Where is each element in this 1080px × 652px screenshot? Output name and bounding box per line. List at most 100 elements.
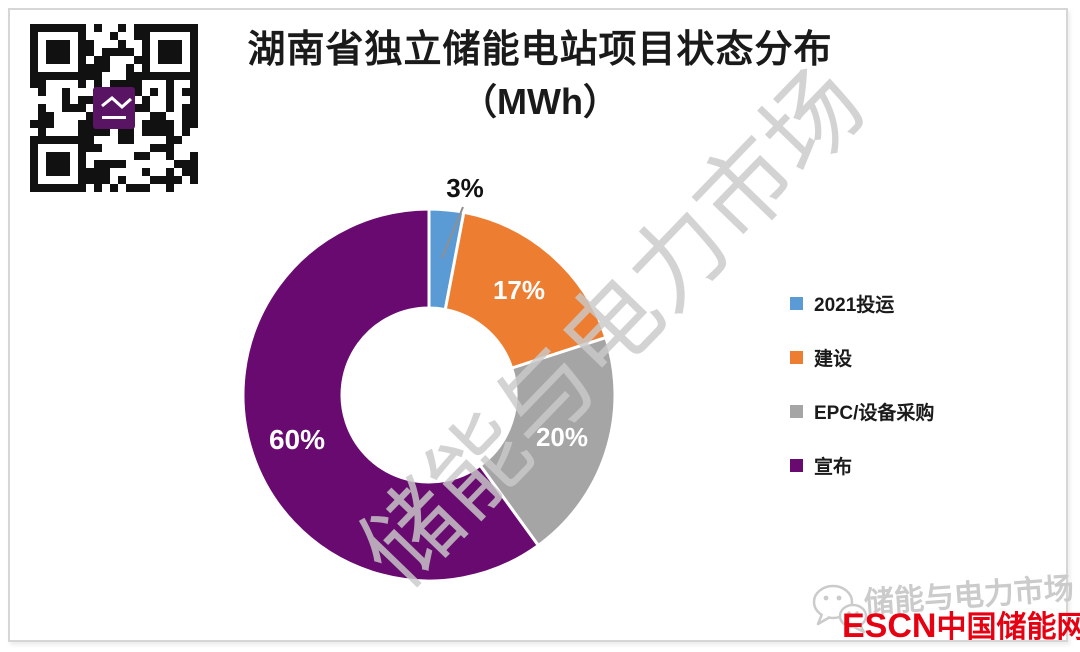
qr-module: [118, 80, 126, 88]
qr-module: [94, 168, 102, 176]
qr-module: [158, 112, 166, 120]
qr-module: [118, 128, 126, 136]
qr-module: [126, 72, 134, 80]
qr-module: [126, 64, 134, 72]
leader-line: [441, 206, 464, 259]
qr-module: [110, 32, 118, 40]
qr-module: [150, 88, 158, 96]
qr-module: [110, 48, 118, 56]
qr-module: [174, 160, 182, 168]
qr-module: [118, 40, 126, 48]
qr-module: [38, 88, 46, 96]
qr-module: [166, 88, 174, 96]
qr-module: [190, 168, 198, 176]
legend-item-announced: 宣布: [790, 452, 934, 479]
wechat-icon: [812, 584, 868, 634]
qr-module: [134, 152, 142, 160]
qr-module: [46, 120, 54, 128]
qr-module: [190, 80, 198, 88]
qr-module: [86, 136, 94, 144]
donut-slices: [241, 207, 617, 583]
qr-module: [190, 160, 198, 168]
qr-module: [182, 160, 190, 168]
slice-label-announced: 60%: [268, 424, 326, 455]
qr-module: [118, 136, 126, 144]
qr-module: [166, 96, 174, 104]
qr-module: [190, 96, 198, 104]
donut-slice-2: [478, 336, 617, 547]
qr-module: [190, 152, 198, 160]
qr-module: [174, 176, 182, 184]
qr-module: [142, 96, 150, 104]
qr-module: [94, 184, 102, 192]
qr-module: [78, 120, 86, 128]
qr-module: [182, 168, 190, 176]
qr-module: [86, 64, 94, 72]
qr-module: [134, 32, 142, 40]
qr-module: [126, 128, 134, 136]
qr-module: [78, 96, 86, 104]
qr-module: [86, 168, 94, 176]
qr-module: [158, 128, 166, 136]
qr-module: [182, 112, 190, 120]
qr-module: [62, 96, 70, 104]
qr-module: [134, 72, 142, 80]
qr-module: [150, 128, 158, 136]
qr-module: [142, 152, 150, 160]
qr-module: [38, 80, 46, 88]
qr-module: [62, 104, 70, 112]
qr-module: [38, 112, 46, 120]
legend-item-2021: 2021投运: [790, 290, 934, 317]
qr-module: [134, 88, 142, 96]
qr-module: [134, 80, 142, 88]
legend-label: 2021投运: [814, 295, 895, 316]
qr-module: [62, 88, 70, 96]
qr-module: [166, 176, 174, 184]
brand-site-text: 中国储能网: [936, 611, 1080, 644]
qr-module: [110, 80, 118, 88]
qr-module: [86, 72, 94, 80]
qr-module: [182, 120, 190, 128]
qr-module: [70, 104, 78, 112]
qr-module: [126, 80, 134, 88]
qr-module: [46, 152, 70, 176]
qr-module: [118, 176, 126, 184]
qr-module: [166, 168, 174, 176]
qr-module: [166, 104, 174, 112]
qr-module: [118, 160, 126, 168]
qr-module: [158, 40, 182, 64]
donut-slice-1: [443, 210, 608, 370]
qr-logo-mark: [101, 96, 132, 110]
qr-module: [190, 112, 198, 120]
qr-module: [102, 48, 110, 56]
qr-module: [166, 136, 174, 144]
qr-module: [78, 104, 86, 112]
qr-module: [78, 128, 86, 136]
qr-module: [102, 128, 110, 136]
qr-module: [86, 48, 94, 56]
qr-module: [78, 80, 86, 88]
qr-module: [134, 104, 142, 112]
qr-module: [94, 128, 102, 136]
qr-module: [86, 144, 94, 152]
qr-module: [46, 40, 70, 64]
qr-module: [94, 72, 102, 80]
brand-logo: ESCN 中国储能网: [842, 602, 1080, 646]
qr-module: [166, 120, 174, 128]
qr-module: [150, 120, 158, 128]
qr-module: [174, 136, 182, 144]
slice-label-epc: 20%: [535, 422, 589, 452]
qr-module: [102, 116, 126, 119]
qr-module: [134, 56, 142, 64]
slice-label-2021: 3%: [446, 173, 484, 203]
qr-module: [142, 184, 150, 192]
qr-code: [30, 24, 198, 192]
qr-module: [142, 120, 150, 128]
qr-module: [30, 80, 38, 88]
legend-item-epc: EPC/设备采购: [790, 398, 934, 425]
qr-module: [158, 176, 166, 184]
qr-module: [158, 144, 166, 152]
brand-escn-text: ESCN: [842, 607, 937, 645]
qr-module: [158, 120, 166, 128]
donut-slice-3: [241, 207, 540, 583]
